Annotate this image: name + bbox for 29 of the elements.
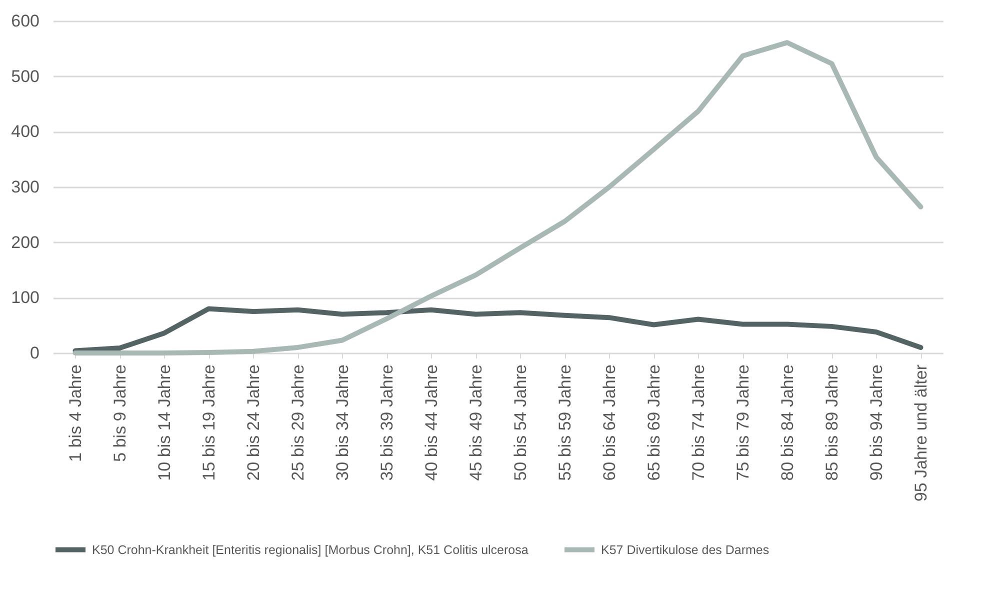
y-tick-label: 500 xyxy=(11,66,40,86)
y-tick-label: 100 xyxy=(11,288,40,308)
x-tick-label: 45 bis 49 Jahre xyxy=(466,364,486,481)
x-tick-label: 30 bis 34 Jahre xyxy=(332,364,352,481)
x-tick-label: 5 bis 9 Jahre xyxy=(110,364,130,462)
y-tick-label: 0 xyxy=(30,344,40,362)
x-tick-label: 90 bis 94 Jahre xyxy=(866,364,886,481)
x-tick-label: 10 bis 14 Jahre xyxy=(154,364,174,481)
y-tick-label: 200 xyxy=(11,232,40,252)
x-tick-label: 40 bis 44 Jahre xyxy=(422,364,441,481)
x-tick-label: 20 bis 24 Jahre xyxy=(244,364,263,481)
x-tick-label: 50 bis 54 Jahre xyxy=(510,364,530,481)
x-tick-label: 75 bis 79 Jahre xyxy=(733,364,752,481)
legend-label: K57 Divertikulose des Darmes xyxy=(601,542,770,557)
x-tick-label: 1 bis 4 Jahre xyxy=(66,364,85,462)
x-tick-label: 15 bis 19 Jahre xyxy=(199,364,218,481)
x-tick-label: 80 bis 84 Jahre xyxy=(778,364,797,481)
x-tick-label: 70 bis 74 Jahre xyxy=(688,364,708,481)
x-tick-label: 95 Jahre und älter xyxy=(911,364,930,502)
legend-label: K50 Crohn-Krankheit [Enteritis regionalis] [Morbus Crohn], K51 Colitis ulcerosa xyxy=(92,542,528,557)
y-tick-label: 300 xyxy=(11,178,40,196)
x-tick-label: 60 bis 64 Jahre xyxy=(600,364,619,481)
x-tick-label: 55 bis 59 Jahre xyxy=(555,364,574,481)
y-tick-label: 600 xyxy=(11,12,40,30)
x-tick-label: 85 bis 89 Jahre xyxy=(822,364,842,481)
y-tick-label: 400 xyxy=(11,122,40,142)
x-tick-label: 65 bis 69 Jahre xyxy=(644,364,664,481)
x-tick-label: 25 bis 29 Jahre xyxy=(288,364,308,481)
x-tick-label: 35 bis 39 Jahre xyxy=(377,364,396,481)
